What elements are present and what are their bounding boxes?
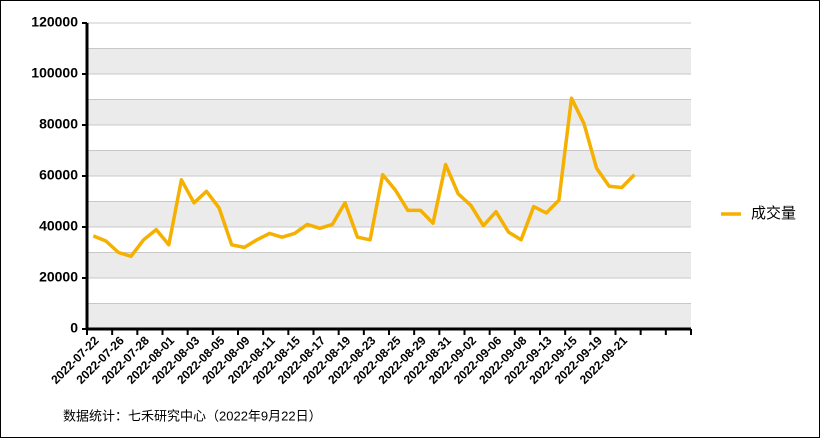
y-tick-label: 80000: [39, 116, 78, 132]
y-tick-label: 0: [70, 320, 78, 336]
grid-band: [87, 48, 691, 74]
y-tick-label: 60000: [39, 167, 78, 183]
y-tick-label: 100000: [31, 65, 78, 81]
grid-band: [87, 201, 691, 227]
y-tick-label: 40000: [39, 218, 78, 234]
grid-band: [87, 150, 691, 176]
grid-band: [87, 303, 691, 329]
grid-band: [87, 99, 691, 125]
y-tick-label: 120000: [31, 14, 78, 30]
grid-band: [87, 252, 691, 278]
legend-label: 成交量: [751, 204, 796, 222]
series-line: [92, 96, 636, 259]
source-note: 数据统计：七禾研究中心（2022年9月22日）: [63, 408, 322, 423]
y-tick-label: 20000: [39, 269, 78, 285]
